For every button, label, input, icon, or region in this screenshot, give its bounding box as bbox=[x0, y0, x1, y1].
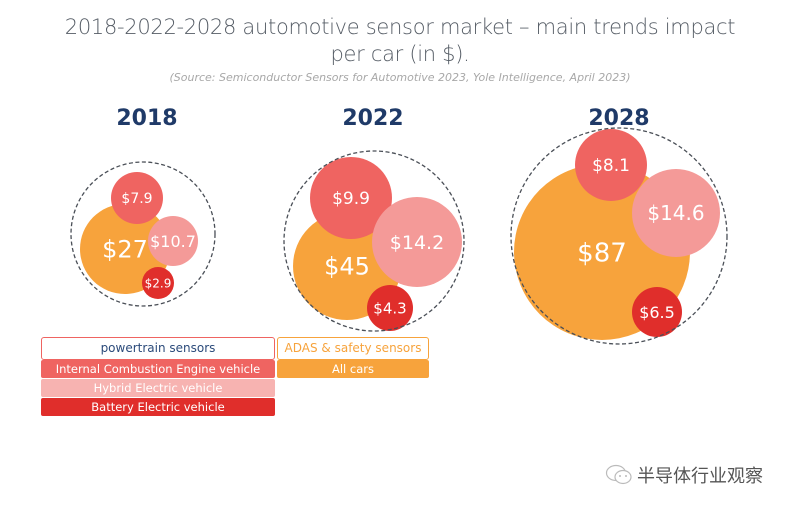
year-label: 2028 bbox=[588, 106, 649, 131]
legend-header-adas: ADAS & safety sensors bbox=[277, 337, 429, 360]
year-total-outline bbox=[283, 150, 465, 332]
bubble-label-internal-combustion-engine-vehicle: $8.1 bbox=[592, 156, 630, 176]
year-label: 2018 bbox=[116, 106, 177, 131]
bubble-internal-combustion-engine-vehicle bbox=[575, 129, 647, 201]
legend-adas: ADAS & safety sensors All cars bbox=[277, 337, 429, 379]
chart-title: 2018-2022-2028 automotive sensor market … bbox=[0, 14, 800, 68]
bubble-label-hybrid-electric-vehicle: $14.6 bbox=[647, 201, 704, 225]
title-line-2: per car (in $). bbox=[330, 42, 470, 66]
legend-item-bev: Battery Electric vehicle bbox=[41, 398, 275, 416]
legend-item-all-cars: All cars bbox=[277, 360, 429, 378]
year-label: 2022 bbox=[342, 106, 403, 131]
watermark-text: 半导体行业观察 bbox=[637, 466, 763, 487]
bubble-label-internal-combustion-engine-vehicle: $9.9 bbox=[332, 189, 370, 209]
bubble-battery-electric-vehicle bbox=[367, 285, 413, 331]
bubble-label-all-cars: $45 bbox=[324, 253, 370, 281]
legend-item-hybrid: Hybrid Electric vehicle bbox=[41, 379, 275, 397]
watermark: 半导体行业观察 bbox=[605, 462, 763, 488]
bubble-internal-combustion-engine-vehicle bbox=[310, 157, 392, 239]
bubble-label-all-cars: $27 bbox=[102, 236, 148, 264]
wechat-icon bbox=[605, 464, 632, 485]
bubble-hybrid-electric-vehicle bbox=[148, 216, 198, 266]
bubble-label-battery-electric-vehicle: $2.9 bbox=[145, 276, 172, 290]
bubble-label-hybrid-electric-vehicle: $14.2 bbox=[390, 232, 444, 254]
bubble-label-internal-combustion-engine-vehicle: $7.9 bbox=[121, 191, 152, 207]
bubble-battery-electric-vehicle bbox=[142, 267, 174, 299]
bubble-internal-combustion-engine-vehicle bbox=[111, 172, 163, 224]
bubble-hybrid-electric-vehicle bbox=[372, 197, 462, 287]
bubble-battery-electric-vehicle bbox=[632, 287, 682, 337]
year-total-outline bbox=[70, 161, 216, 307]
year-total-outline bbox=[510, 127, 728, 345]
bubble-label-hybrid-electric-vehicle: $10.7 bbox=[150, 232, 196, 251]
title-line-1: 2018-2022-2028 automotive sensor market … bbox=[64, 15, 736, 39]
year-group-2018: 2018 $27 $7.9 $10.7 $2.9 bbox=[70, 106, 216, 307]
legend-item-ice: Internal Combustion Engine vehicle bbox=[41, 360, 275, 378]
year-group-2022: 2022 $45 $9.9 $14.2 $4.3 bbox=[283, 106, 465, 332]
bubble-hybrid-electric-vehicle bbox=[632, 169, 720, 257]
year-group-2028: 2028 $87 $8.1 $14.6 $6.5 bbox=[510, 106, 728, 345]
bubble-label-battery-electric-vehicle: $4.3 bbox=[373, 299, 406, 317]
bubble-label-battery-electric-vehicle: $6.5 bbox=[639, 303, 675, 322]
chart-source: (Source: Semiconductor Sensors for Autom… bbox=[169, 71, 631, 84]
legend-header-powertrain: powertrain sensors bbox=[41, 337, 275, 360]
bubble-label-all-cars: $87 bbox=[577, 238, 627, 268]
legend-powertrain: powertrain sensors Internal Combustion E… bbox=[41, 337, 275, 417]
